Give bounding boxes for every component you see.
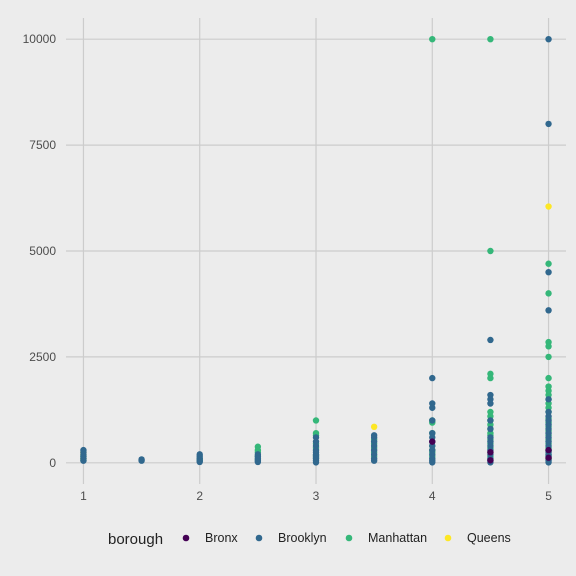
point-brooklyn <box>429 375 435 381</box>
point-brooklyn <box>313 459 319 465</box>
x-tick-label: 4 <box>429 489 436 503</box>
point-brooklyn <box>487 337 493 343</box>
legend-label-bronx: Bronx <box>205 531 238 545</box>
point-bronx <box>545 455 551 461</box>
legend-label-queens: Queens <box>467 531 511 545</box>
x-tick-label: 2 <box>196 489 203 503</box>
legend-key-brooklyn <box>256 535 263 542</box>
legend-key-queens <box>445 535 452 542</box>
point-manhattan <box>545 354 551 360</box>
legend-title: borough <box>108 531 163 548</box>
y-tick-label: 2500 <box>29 350 56 364</box>
y-tick-label: 0 <box>49 456 56 470</box>
x-tick-label: 1 <box>80 489 87 503</box>
legend-key-manhattan <box>346 535 353 542</box>
legend-key-bronx <box>183 535 190 542</box>
y-tick-label: 10000 <box>23 32 57 46</box>
point-bronx <box>487 449 493 455</box>
legend-label-brooklyn: Brooklyn <box>278 531 327 545</box>
x-tick-label: 3 <box>313 489 320 503</box>
point-queens <box>371 424 377 430</box>
point-brooklyn <box>545 396 551 402</box>
point-brooklyn <box>545 36 551 42</box>
point-bronx <box>429 438 435 444</box>
point-manhattan <box>429 36 435 42</box>
point-manhattan <box>545 343 551 349</box>
x-axis-tick-labels: 1 2 3 4 5 <box>80 489 552 503</box>
point-brooklyn <box>487 400 493 406</box>
point-brooklyn <box>429 417 435 423</box>
point-bronx <box>487 457 493 463</box>
point-brooklyn <box>545 307 551 313</box>
point-manhattan <box>545 375 551 381</box>
point-manhattan <box>545 261 551 267</box>
point-manhattan <box>487 248 493 254</box>
x-tick-label: 5 <box>545 489 552 503</box>
y-tick-label: 5000 <box>29 244 56 258</box>
point-brooklyn <box>255 459 261 465</box>
point-manhattan <box>313 417 319 423</box>
point-queens <box>545 203 551 209</box>
point-manhattan <box>487 375 493 381</box>
y-tick-label: 7500 <box>29 138 56 152</box>
point-brooklyn <box>429 459 435 465</box>
y-axis-tick-labels: 0 2500 5000 7500 10000 <box>23 32 57 470</box>
point-manhattan <box>487 36 493 42</box>
point-brooklyn <box>80 458 86 464</box>
point-brooklyn <box>545 269 551 275</box>
point-bronx <box>545 447 551 453</box>
point-brooklyn <box>429 405 435 411</box>
point-brooklyn <box>197 459 203 465</box>
point-brooklyn <box>545 121 551 127</box>
legend-label-manhattan: Manhattan <box>368 531 427 545</box>
point-brooklyn <box>138 458 144 464</box>
legend: borough Bronx Brooklyn Manhattan Queens <box>108 531 511 548</box>
point-brooklyn <box>487 426 493 432</box>
point-manhattan <box>545 290 551 296</box>
point-brooklyn <box>487 417 493 423</box>
point-brooklyn <box>371 458 377 464</box>
